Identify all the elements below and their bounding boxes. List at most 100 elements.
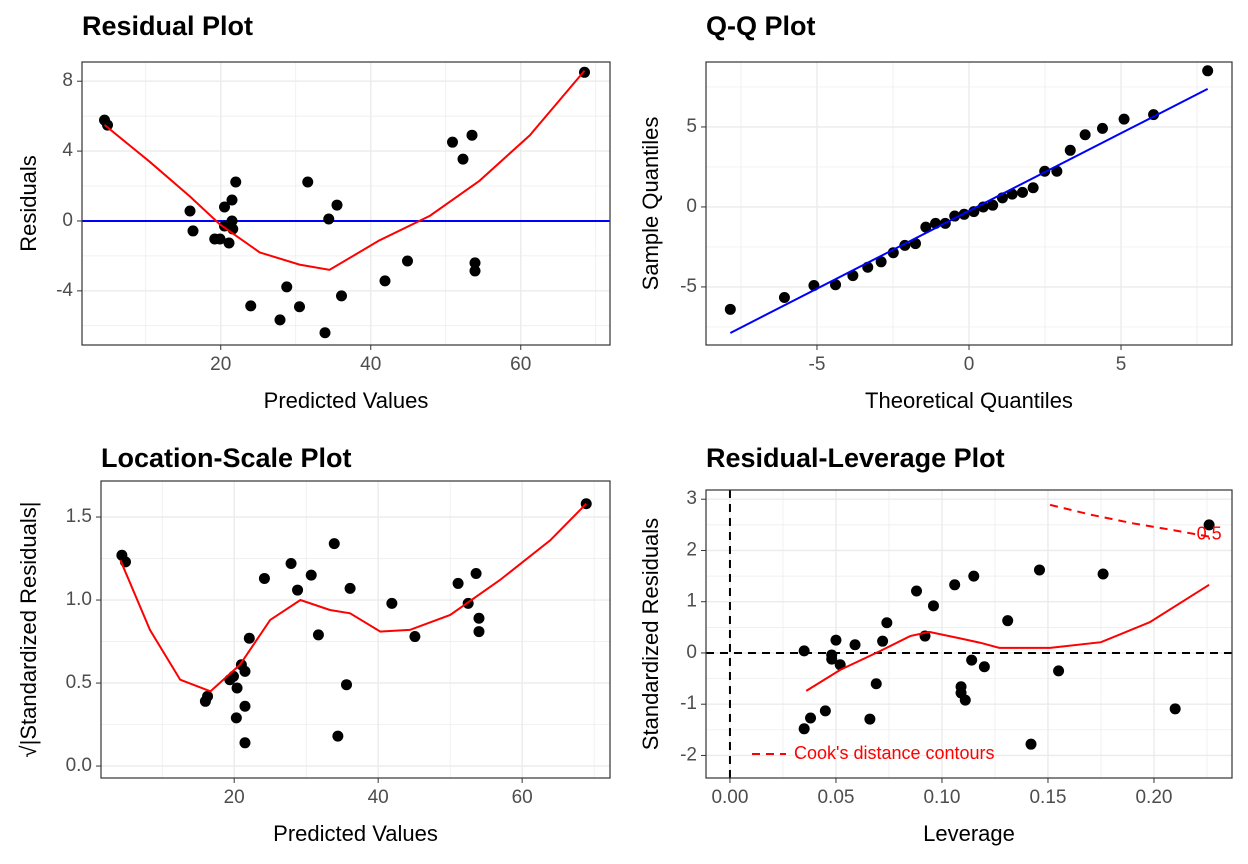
point	[223, 237, 235, 249]
point	[1033, 564, 1045, 576]
point	[231, 682, 243, 694]
x-tick-label: 60	[510, 354, 531, 375]
y-tick-label: 2	[686, 539, 697, 560]
point	[830, 279, 842, 291]
x-tick-label: 0.05	[817, 787, 854, 808]
chart-title: Residual Plot	[82, 11, 253, 41]
point	[798, 723, 810, 735]
point	[331, 199, 343, 211]
point	[877, 635, 889, 647]
smooth-line	[729, 87, 1209, 334]
point	[323, 213, 335, 225]
y-tick-label: 1.0	[66, 589, 92, 610]
point	[870, 678, 882, 690]
x-tick-label: 20	[210, 354, 231, 375]
y-tick-label: 5	[686, 116, 697, 137]
point	[987, 199, 999, 211]
panel-border	[705, 61, 1233, 346]
point	[457, 153, 469, 165]
point	[447, 136, 458, 148]
point	[409, 631, 421, 643]
y-tick-label: -4	[56, 280, 73, 301]
point	[285, 558, 297, 570]
point	[966, 654, 978, 666]
legend-label: Cook's distance contours	[794, 743, 995, 763]
smooth-line	[103, 70, 586, 271]
point	[959, 694, 971, 706]
point	[849, 639, 861, 651]
y-axis-label: √|Standardized Residuals|	[16, 502, 41, 758]
point	[473, 626, 485, 638]
x-tick-label: 0	[964, 354, 975, 375]
x-tick-label: -5	[809, 354, 826, 375]
chart-title: Location-Scale Plot	[101, 443, 352, 473]
x-axis-label: Predicted Values	[273, 821, 438, 846]
panel-border	[100, 480, 611, 779]
point	[230, 712, 242, 724]
point	[341, 679, 353, 691]
x-axis-label: Theoretical Quantiles	[865, 388, 1073, 413]
point	[214, 233, 226, 245]
x-tick-label: 40	[368, 787, 389, 808]
point	[911, 585, 923, 597]
point	[312, 629, 324, 641]
point	[243, 632, 255, 644]
smooth-line	[805, 583, 1210, 692]
x-tick-label: 0.00	[711, 787, 748, 808]
point	[379, 275, 391, 287]
point	[1096, 122, 1108, 134]
x-tick-label: 20	[224, 787, 245, 808]
point	[473, 612, 485, 624]
point	[319, 327, 331, 339]
point	[102, 119, 113, 131]
point	[1203, 519, 1215, 531]
point	[332, 730, 344, 742]
point	[805, 712, 817, 724]
point	[949, 579, 961, 591]
point	[1027, 182, 1039, 194]
point	[239, 665, 251, 677]
point	[1169, 703, 1181, 715]
point	[927, 600, 939, 612]
point	[830, 634, 842, 646]
y-tick-label: 0	[686, 642, 697, 663]
chart-title: Q-Q Plot	[706, 11, 816, 41]
point	[778, 291, 790, 303]
point	[245, 300, 257, 312]
point	[826, 653, 838, 665]
point	[1002, 615, 1014, 627]
x-axis-label: Predicted Values	[264, 388, 429, 413]
point	[452, 577, 464, 589]
point	[227, 670, 239, 682]
point	[187, 225, 199, 237]
point	[1017, 186, 1029, 198]
point	[1097, 568, 1109, 580]
y-axis-label: Residuals	[16, 155, 41, 252]
point	[470, 567, 482, 579]
point	[968, 570, 980, 582]
x-tick-label: 0.10	[923, 787, 960, 808]
point	[920, 221, 932, 233]
y-tick-label: 0.0	[66, 755, 92, 776]
point	[294, 301, 305, 313]
smooth-line	[1049, 503, 1210, 538]
point	[281, 281, 293, 293]
panel-border	[705, 489, 1233, 779]
point	[978, 661, 990, 673]
point	[292, 584, 304, 596]
contour-label: 0.5	[1197, 523, 1222, 543]
point	[724, 303, 736, 315]
chart-title: Residual-Leverage Plot	[706, 443, 1005, 473]
point	[1053, 665, 1065, 677]
point	[1025, 738, 1037, 750]
y-tick-label: -1	[680, 693, 697, 714]
x-tick-label: 40	[360, 354, 381, 375]
x-tick-label: 0.15	[1029, 787, 1066, 808]
y-tick-label: 0	[62, 210, 73, 231]
point	[302, 176, 314, 188]
x-tick-label: 5	[1116, 354, 1127, 375]
point	[239, 700, 251, 712]
y-tick-label: 8	[62, 70, 73, 91]
smooth-line	[119, 503, 587, 693]
